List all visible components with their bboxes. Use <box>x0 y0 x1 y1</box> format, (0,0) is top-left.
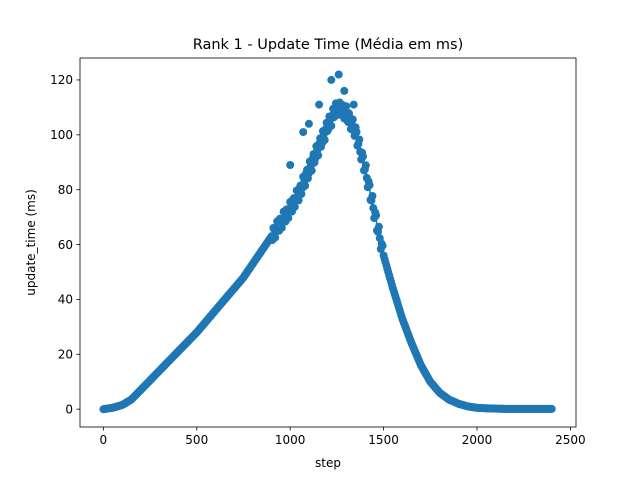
y-tick-label: 80 <box>58 183 73 197</box>
outlier-point <box>340 86 349 95</box>
data-point <box>294 196 303 205</box>
y-tick-label: 40 <box>58 293 73 307</box>
data-point <box>359 152 367 161</box>
x-tick-label: 0 <box>100 433 108 447</box>
outlier-point <box>315 100 324 109</box>
y-axis-label: update_time (ms) <box>24 189 38 296</box>
outlier-point <box>286 161 295 169</box>
data-point <box>320 136 329 144</box>
series-layer <box>99 70 556 414</box>
data-point <box>365 181 374 190</box>
outlier-point <box>299 128 308 137</box>
x-tick-label: 1000 <box>275 433 306 447</box>
data-point <box>297 190 306 198</box>
x-axis: 0 500 1000 1500 2000 2500 <box>100 427 586 447</box>
data-point <box>314 151 323 160</box>
outlier-point <box>304 119 313 128</box>
data-point <box>348 115 357 124</box>
data-point <box>378 241 387 250</box>
data-point <box>361 161 370 170</box>
chart-title: Rank 1 - Update Time (Média em ms) <box>193 37 464 53</box>
x-tick-label: 2000 <box>462 433 493 447</box>
data-point <box>372 211 381 220</box>
outlier-point <box>349 100 358 109</box>
outlier-point <box>327 75 336 84</box>
y-axis: 0 20 40 60 80 100 120 <box>50 73 80 416</box>
data-point <box>352 128 361 136</box>
y-tick-label: 20 <box>58 348 73 362</box>
data-point <box>374 222 383 231</box>
y-tick-label: 100 <box>50 128 73 142</box>
y-tick-label: 0 <box>65 402 73 416</box>
plot-frame <box>79 57 577 428</box>
data-point <box>284 214 293 223</box>
data-point <box>355 135 364 144</box>
x-tick-label: 500 <box>185 433 208 447</box>
data-point <box>368 192 377 200</box>
data-point <box>271 233 280 242</box>
x-axis-label: step <box>315 456 341 470</box>
data-point <box>307 166 316 175</box>
x-tick-label: 1500 <box>368 433 399 447</box>
x-tick-label: 2500 <box>555 433 586 447</box>
data-point <box>301 181 310 190</box>
data-point <box>342 102 351 111</box>
outlier-point <box>334 70 343 79</box>
data-point <box>327 121 336 130</box>
y-tick-label: 120 <box>50 73 73 87</box>
data-point <box>290 202 299 211</box>
data-point <box>547 404 556 413</box>
y-tick-label: 60 <box>58 238 73 252</box>
data-point <box>277 223 286 232</box>
